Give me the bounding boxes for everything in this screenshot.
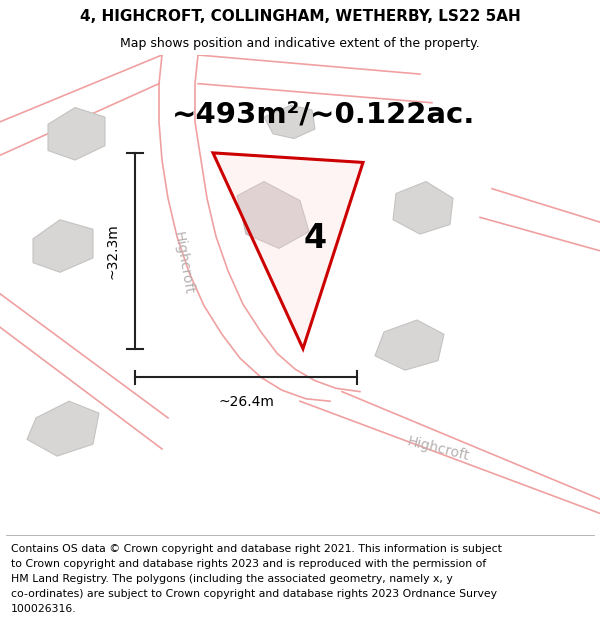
Text: ~493m²/~0.122ac.: ~493m²/~0.122ac. [172, 101, 476, 129]
Text: ~32.3m: ~32.3m [106, 223, 120, 279]
Polygon shape [213, 153, 363, 349]
Text: Map shows position and indicative extent of the property.: Map shows position and indicative extent… [120, 38, 480, 51]
Text: ~26.4m: ~26.4m [218, 396, 274, 409]
Polygon shape [27, 401, 99, 456]
Polygon shape [264, 105, 315, 139]
Polygon shape [237, 181, 309, 248]
Text: HM Land Registry. The polygons (including the associated geometry, namely x, y: HM Land Registry. The polygons (includin… [11, 574, 452, 584]
Text: Contains OS data © Crown copyright and database right 2021. This information is : Contains OS data © Crown copyright and d… [11, 544, 502, 554]
Text: 4, HIGHCROFT, COLLINGHAM, WETHERBY, LS22 5AH: 4, HIGHCROFT, COLLINGHAM, WETHERBY, LS22… [80, 9, 520, 24]
Polygon shape [48, 107, 105, 160]
Polygon shape [33, 220, 93, 272]
Text: Highcroft: Highcroft [406, 434, 470, 464]
Text: 4: 4 [304, 222, 326, 256]
Text: to Crown copyright and database rights 2023 and is reproduced with the permissio: to Crown copyright and database rights 2… [11, 559, 486, 569]
Text: co-ordinates) are subject to Crown copyright and database rights 2023 Ordnance S: co-ordinates) are subject to Crown copyr… [11, 589, 497, 599]
Polygon shape [375, 320, 444, 370]
Polygon shape [393, 181, 453, 234]
Text: 100026316.: 100026316. [11, 604, 76, 614]
Text: Highcroft: Highcroft [170, 230, 196, 296]
